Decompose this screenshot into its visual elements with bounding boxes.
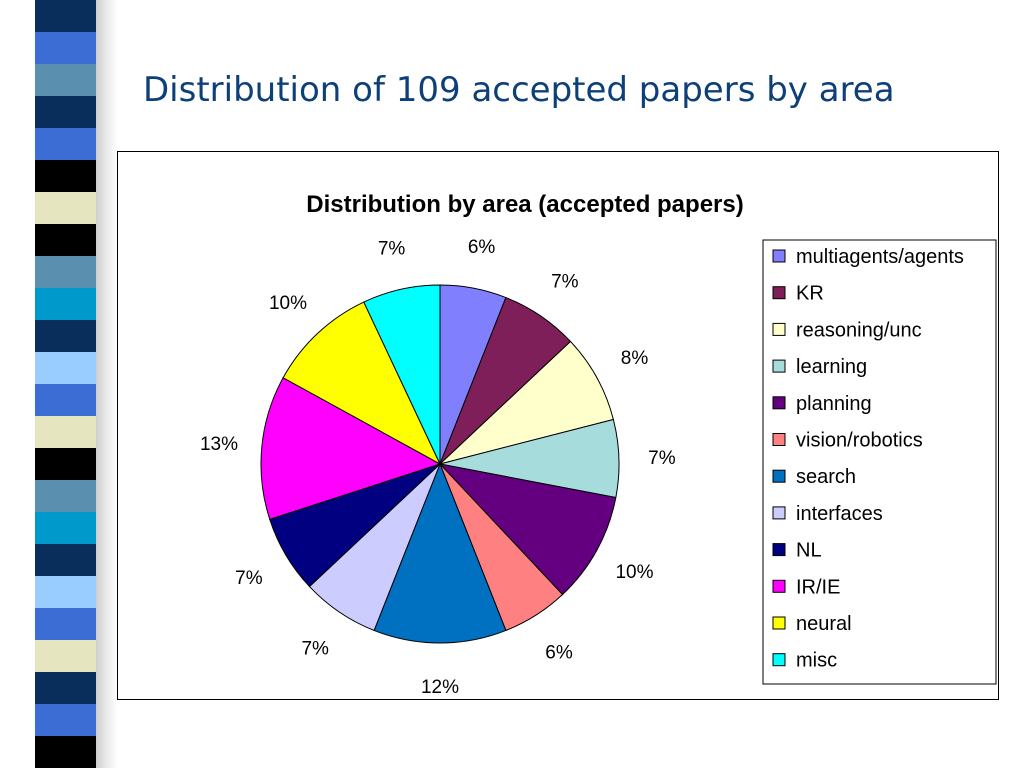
decor-segment — [35, 640, 96, 672]
legend-swatch — [772, 543, 786, 557]
pie-percent-label: 6% — [545, 642, 573, 663]
decor-segment — [35, 352, 96, 384]
decor-segment — [35, 32, 96, 64]
pie-percent-label: 7% — [551, 271, 579, 292]
slide-title: Distribution of 109 accepted papers by a… — [143, 70, 895, 110]
legend-swatch — [772, 653, 786, 667]
decor-segment — [35, 224, 96, 256]
pie-slice-planning — [438, 463, 617, 596]
decor-segment — [35, 320, 96, 352]
chart-title: Distribution by area (accepted papers) — [306, 191, 743, 218]
legend-label: learning — [796, 356, 867, 378]
pie-slice-ir-ie — [260, 377, 442, 520]
decor-segment — [35, 736, 96, 768]
legend-label: misc — [796, 650, 837, 672]
decor-segment — [35, 704, 96, 736]
legend-swatch — [772, 506, 786, 520]
decor-segment — [35, 576, 96, 608]
decor-segment — [35, 608, 96, 640]
pie-percent-label: 7% — [648, 448, 676, 469]
legend-label: NL — [796, 540, 822, 562]
legend-swatch — [772, 469, 786, 483]
pie-percent-label: 7% — [378, 238, 406, 259]
decor-segment — [35, 544, 96, 576]
pie-percent-label: 10% — [269, 293, 307, 314]
pie-slice-reasoning-unc — [439, 340, 614, 465]
decor-segment — [35, 416, 96, 448]
decorative-color-bar — [35, 0, 96, 768]
pie-slices — [260, 284, 620, 644]
pie-percent-label: 7% — [235, 568, 263, 589]
legend: multiagents/agents KR reasoning/unc learnin… — [762, 239, 997, 685]
legend-swatch — [772, 359, 786, 373]
decor-segment — [35, 384, 96, 416]
pie-chart: Distribution by area (accepted papers) 6… — [200, 191, 997, 698]
legend-label: vision/robotics — [796, 430, 923, 452]
pie-percent-label: 12% — [421, 677, 459, 698]
decor-segment — [35, 128, 96, 160]
legend-label: neural — [796, 613, 852, 635]
pie-percent-label: 13% — [200, 434, 238, 455]
legend-swatch — [772, 249, 786, 263]
legend-swatch — [772, 322, 786, 336]
legend-label: search — [796, 466, 856, 488]
pie-percent-label: 6% — [468, 237, 496, 258]
chart-frame: Distribution by area (accepted papers) 6… — [117, 151, 999, 700]
legend-label: IR/IE — [796, 576, 840, 598]
decor-segment — [35, 288, 96, 320]
legend-label: reasoning/unc — [796, 319, 922, 341]
decor-segment — [35, 672, 96, 704]
legend-swatch — [772, 396, 786, 410]
legend-swatch — [772, 433, 786, 446]
pie-percent-label: 10% — [615, 562, 653, 583]
pie-slice-search — [373, 462, 507, 644]
legend-swatch — [772, 616, 786, 630]
legend-label: multiagents/agents — [796, 246, 964, 268]
pie-percent-label: 8% — [621, 348, 649, 369]
legend-swatch — [772, 579, 786, 593]
decor-segment — [35, 480, 96, 512]
pie-percent-label: 7% — [301, 639, 329, 660]
decor-segment — [35, 448, 96, 480]
decor-segment — [35, 512, 96, 544]
pie-slice-neural — [282, 301, 442, 466]
pie-percent-labels: 6% 7% 8% 7% 10% 6% 12% 7% 7% 13% 10% 7% — [200, 237, 676, 698]
decor-segment — [35, 64, 96, 96]
decor-segment — [35, 192, 96, 224]
legend-label: KR — [796, 283, 824, 305]
legend-swatch — [772, 286, 786, 300]
decor-segment — [35, 256, 96, 288]
decor-segment — [35, 160, 96, 192]
legend-label: interfaces — [796, 503, 883, 525]
legend-box — [762, 239, 997, 685]
decor-segment — [35, 96, 96, 128]
legend-label: planning — [796, 393, 872, 415]
decor-segment — [35, 0, 96, 32]
pie-slice-misc — [363, 284, 441, 465]
